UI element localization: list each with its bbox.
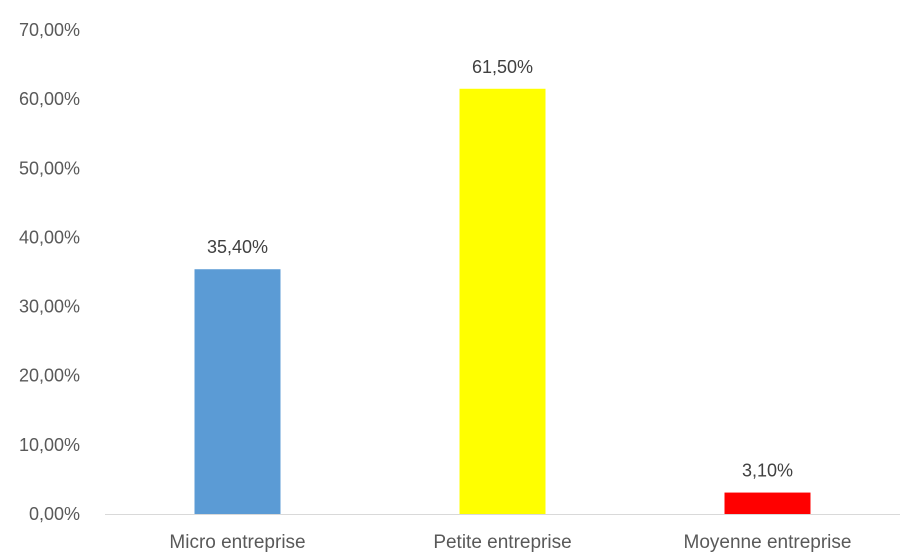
bar-petite-entreprise: [459, 88, 546, 515]
y-tick-label: 20,00%: [19, 366, 80, 386]
y-tick-label: 10,00%: [19, 435, 80, 455]
data-label-moyenne-entreprise: 3,10%: [742, 461, 793, 481]
x-tick-label: Moyenne entreprise: [684, 532, 852, 553]
y-tick-label: 60,00%: [19, 89, 80, 109]
data-label-petite-entreprise: 61,50%: [472, 57, 533, 77]
bar-moyenne-entreprise: [724, 492, 811, 514]
y-tick-label: 50,00%: [19, 158, 80, 178]
x-tick-label: Micro entreprise: [169, 532, 305, 553]
y-tick-label: 70,00%: [19, 20, 80, 40]
data-label-micro-entreprise: 35,40%: [207, 237, 268, 257]
y-tick-label: 40,00%: [19, 227, 80, 247]
y-axis-ticks: 0,00% 10,00% 20,00% 30,00% 40,00% 50,00% 60,00…: [19, 20, 80, 524]
bar-micro-entreprise: [194, 269, 281, 514]
x-tick-label: Petite entreprise: [433, 532, 571, 553]
x-axis-labels: Micro entreprise Petite entreprise Moyenne…: [169, 532, 851, 553]
y-tick-label: 0,00%: [29, 504, 80, 524]
y-tick-label: 30,00%: [19, 297, 80, 317]
data-labels-group: 35,40% 61,50% 3,10%: [207, 57, 793, 481]
bars-group: [194, 88, 811, 515]
